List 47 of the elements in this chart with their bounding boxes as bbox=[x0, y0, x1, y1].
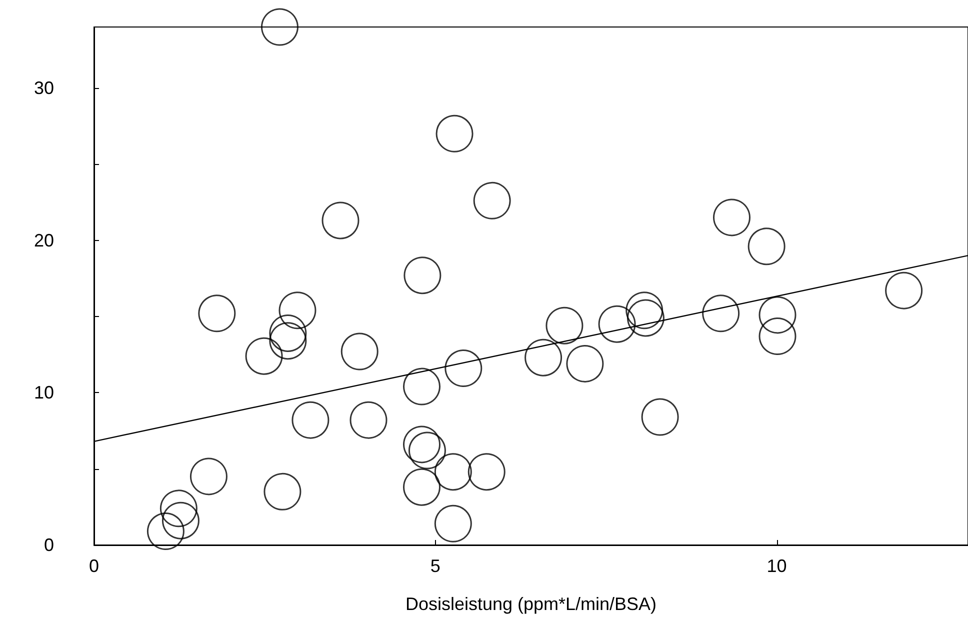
y-tick-label: 20 bbox=[34, 230, 54, 250]
point bbox=[444, 350, 482, 388]
point bbox=[403, 426, 440, 464]
point bbox=[292, 401, 330, 439]
point bbox=[546, 306, 584, 344]
point bbox=[434, 504, 472, 542]
point bbox=[758, 318, 796, 356]
point bbox=[278, 292, 316, 330]
point bbox=[403, 368, 440, 406]
point bbox=[627, 299, 664, 337]
point bbox=[350, 401, 388, 439]
point bbox=[758, 296, 796, 334]
point bbox=[885, 272, 923, 310]
point bbox=[322, 202, 360, 240]
point bbox=[524, 338, 562, 376]
point bbox=[702, 294, 740, 332]
y-tick-label: 10 bbox=[34, 382, 54, 403]
y-tick-label: 30 bbox=[34, 78, 54, 98]
y-tick-label: 0 bbox=[44, 535, 54, 555]
point bbox=[626, 292, 664, 330]
point bbox=[146, 512, 184, 550]
point bbox=[641, 398, 679, 436]
point bbox=[245, 337, 283, 375]
point bbox=[473, 182, 511, 220]
x-axis-title: Dosisleistung (ppm*L/min/BSA) bbox=[405, 594, 657, 614]
x-tick-label: 5 bbox=[430, 556, 440, 576]
point bbox=[264, 472, 302, 510]
point bbox=[713, 198, 750, 236]
point bbox=[436, 114, 474, 152]
point bbox=[468, 453, 506, 491]
point bbox=[598, 305, 636, 343]
point bbox=[748, 228, 786, 266]
point bbox=[404, 256, 442, 294]
point bbox=[340, 332, 378, 370]
point bbox=[408, 432, 446, 470]
point bbox=[261, 8, 298, 46]
point bbox=[269, 314, 307, 352]
x-tick-label: 0 bbox=[88, 556, 100, 576]
point bbox=[198, 294, 236, 332]
point bbox=[566, 344, 604, 382]
point bbox=[162, 502, 200, 540]
point bbox=[160, 490, 198, 528]
x-tick-label: 10 bbox=[766, 556, 787, 576]
point bbox=[190, 458, 228, 496]
point bbox=[434, 453, 472, 491]
point bbox=[269, 322, 307, 360]
point bbox=[403, 468, 440, 506]
